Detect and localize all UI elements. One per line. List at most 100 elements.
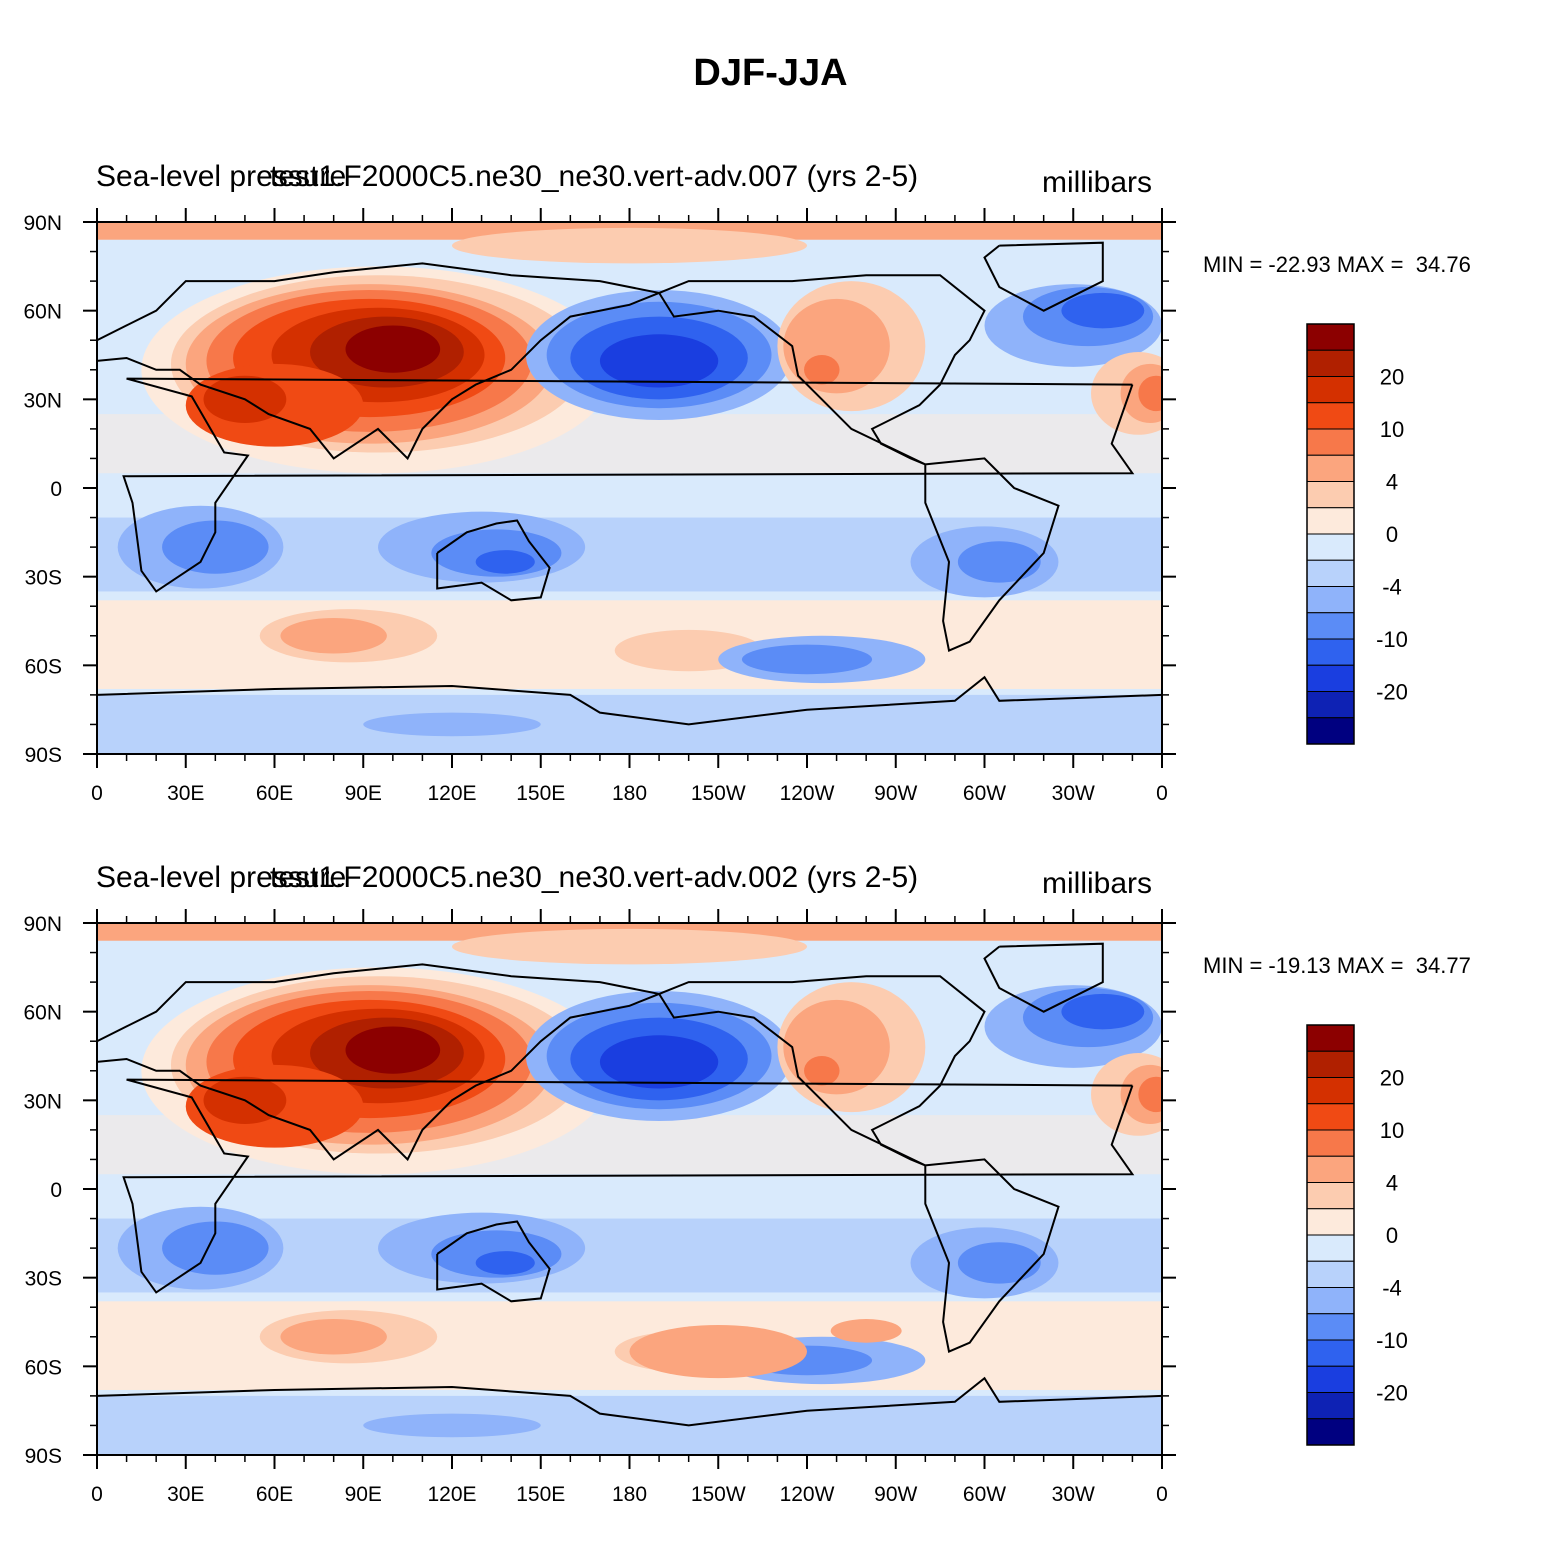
colorbar-label: 0 [1386, 522, 1398, 547]
colorbar-box [1306, 1103, 1355, 1131]
colorbar-frame [1306, 323, 1355, 745]
coastline [436, 1220, 551, 1303]
lon-tick-label: 120W [780, 1483, 835, 1506]
colorbar-label: -20 [1376, 680, 1408, 705]
lat-tick-label: 60S [25, 655, 62, 678]
coastline [983, 942, 1104, 1013]
lon-tick-label: 150W [691, 782, 746, 805]
colorbar-label: -4 [1382, 575, 1402, 600]
contour-region [599, 334, 719, 388]
colorbar-label: 10 [1380, 1118, 1404, 1143]
coastline [983, 241, 1104, 312]
contour-region [741, 644, 873, 675]
coastline [658, 975, 986, 1167]
map-panel-top: Sea-level pressure test1.F2000C5.ne30_ne… [0, 160, 1541, 860]
colorbar-box [1306, 323, 1355, 351]
colorbar-box [1306, 717, 1355, 745]
colorbar-box [1306, 481, 1355, 509]
coastline [924, 1158, 1060, 1354]
lat-tick-label: 30N [23, 1090, 62, 1113]
coastline [924, 457, 1060, 653]
lon-tick-label: 0 [91, 1483, 103, 1506]
lat-tick-label: 30S [25, 567, 62, 590]
panel-case-title: test1.F2000C5.ne30_ne30.vert-adv.002 (yr… [270, 861, 919, 894]
colorbar-box [1306, 402, 1355, 430]
lon-tick-label: 60W [963, 1483, 1006, 1506]
contour-field [97, 923, 1162, 1455]
colorbar-box [1306, 1050, 1355, 1078]
lat-tick-label: 90N [23, 913, 62, 936]
panel-min-max: MIN = -19.13 MAX = 34.77 [1203, 953, 1471, 978]
lon-tick-label: 150E [516, 782, 565, 805]
panel-units: millibars [1042, 867, 1153, 900]
lat-tick-label: 30S [25, 1268, 62, 1291]
colorbar-label: 0 [1386, 1223, 1398, 1248]
contour-region [162, 1221, 269, 1275]
lon-tick-label: 0 [1156, 782, 1168, 805]
colorbar-box [1306, 664, 1355, 692]
contour-region [1138, 375, 1162, 412]
contour-region [363, 1413, 541, 1438]
colorbar-box [1306, 428, 1355, 456]
contour-region [475, 1251, 535, 1275]
colorbar-box [1306, 349, 1355, 377]
lon-tick-label: 90W [874, 782, 917, 805]
lon-tick-label: 90E [345, 782, 382, 805]
colorbar-box [1306, 1339, 1355, 1367]
contour-region [345, 1026, 441, 1074]
colorbar-box [1306, 454, 1355, 482]
lon-tick-label: 0 [1156, 1483, 1168, 1506]
colorbar-box [1306, 638, 1355, 666]
lon-tick-label: 30W [1052, 1483, 1095, 1506]
lat-tick-label: 60N [23, 1002, 62, 1025]
colorbar-box [1306, 612, 1355, 640]
lon-tick-label: 30E [167, 1483, 204, 1506]
lon-tick-label: 60E [256, 782, 293, 805]
contour-region [162, 520, 269, 574]
colorbar-box [1306, 1208, 1355, 1236]
coastline [97, 1376, 1162, 1427]
lon-tick-label: 30E [167, 782, 204, 805]
colorbar-box [1306, 586, 1355, 614]
lon-tick-label: 90E [345, 1483, 382, 1506]
colorbar-box [1306, 1234, 1355, 1262]
contour-region [866, 1419, 1103, 1444]
lon-tick-label: 150W [691, 1483, 746, 1506]
lat-tick-label: 0 [50, 1179, 62, 1202]
colorbar-box [1306, 691, 1355, 719]
panel-units: millibars [1042, 166, 1153, 199]
lat-tick-label: 90S [25, 744, 62, 767]
lat-tick-label: 60N [23, 301, 62, 324]
colorbar-box [1306, 1129, 1355, 1157]
coastline [122, 1078, 1135, 1294]
colorbar-box [1306, 559, 1355, 587]
lon-tick-label: 60E [256, 1483, 293, 1506]
lon-tick-label: 180 [612, 1483, 647, 1506]
map-plot: 0 30E 60E 90E 120E 150E 180 150W 120W 90W 60W 30W 0 9… [23, 208, 1408, 805]
colorbar-box [1306, 1077, 1355, 1105]
colorbar-box [1306, 1392, 1355, 1420]
contour-region [866, 718, 1103, 743]
lon-tick-label: 120E [427, 1483, 476, 1506]
lat-tick-label: 0 [50, 478, 62, 501]
lon-tick-label: 120W [780, 782, 835, 805]
contour-region [452, 227, 807, 264]
contour-region [804, 1056, 840, 1086]
colorbar-label: -4 [1382, 1276, 1402, 1301]
colorbar-box [1306, 1155, 1355, 1183]
coastline [97, 675, 1162, 726]
colorbar-frame [1306, 1024, 1355, 1446]
colorbar-box [1306, 1287, 1355, 1315]
contour-region [783, 298, 890, 394]
contour-region [452, 928, 807, 965]
colorbar-box [1306, 533, 1355, 561]
colorbar-label: 20 [1380, 365, 1404, 390]
coastline [97, 262, 663, 461]
colorbar-label: 4 [1386, 1171, 1398, 1196]
lon-tick-label: 90W [874, 1483, 917, 1506]
colorbar-box [1306, 1182, 1355, 1210]
contour-region [1138, 1076, 1162, 1113]
colorbar-box [1306, 1418, 1355, 1446]
colorbar-label: 20 [1380, 1066, 1404, 1091]
contour-region [363, 712, 541, 737]
